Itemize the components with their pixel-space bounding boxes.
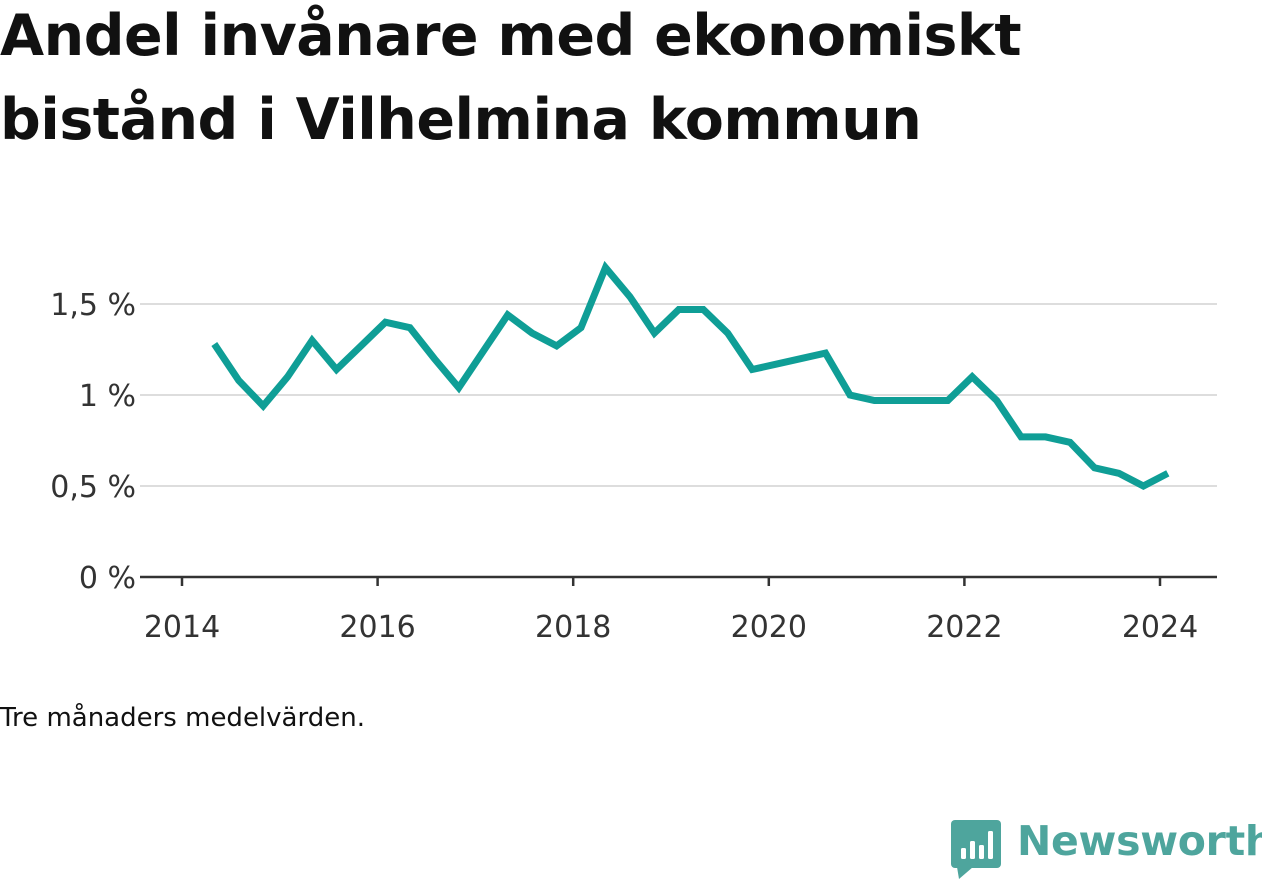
y-axis-labels: 0 % 0,5 % 1 % 1,5 % xyxy=(50,288,136,596)
chart-note: Tre månaders medelvärden. xyxy=(0,703,365,733)
y-tick-label: 1,5 % xyxy=(50,288,136,323)
series-line xyxy=(211,260,1170,490)
brand-name: Newsworthy xyxy=(1017,817,1262,865)
y-tick-label: 0,5 % xyxy=(50,470,136,505)
grid-lines xyxy=(140,303,1217,487)
newsworthy-logo-icon xyxy=(951,820,1001,879)
series-layer xyxy=(211,260,1170,490)
x-tick-label: 2020 xyxy=(731,610,807,645)
line-chart: 2014 2016 2018 2020 2022 2024 0 % 0,5 % 1 % 1,5 … xyxy=(50,260,1217,645)
brand[interactable]: Newsworthy xyxy=(951,817,1262,880)
y-tick-label: 0 % xyxy=(79,561,136,596)
x-tick-label: 2018 xyxy=(535,610,611,645)
x-tick-label: 2016 xyxy=(339,610,415,645)
y-tick-label: 1 % xyxy=(79,379,136,414)
x-tick-label: 2022 xyxy=(926,610,1002,645)
x-axis: 2014 2016 2018 2020 2022 2024 xyxy=(140,575,1217,645)
x-tick-label: 2024 xyxy=(1122,610,1198,645)
x-tick-label: 2014 xyxy=(144,610,220,645)
chart-title: Andel invånare med ekonomiskt bistånd i … xyxy=(0,3,1022,153)
